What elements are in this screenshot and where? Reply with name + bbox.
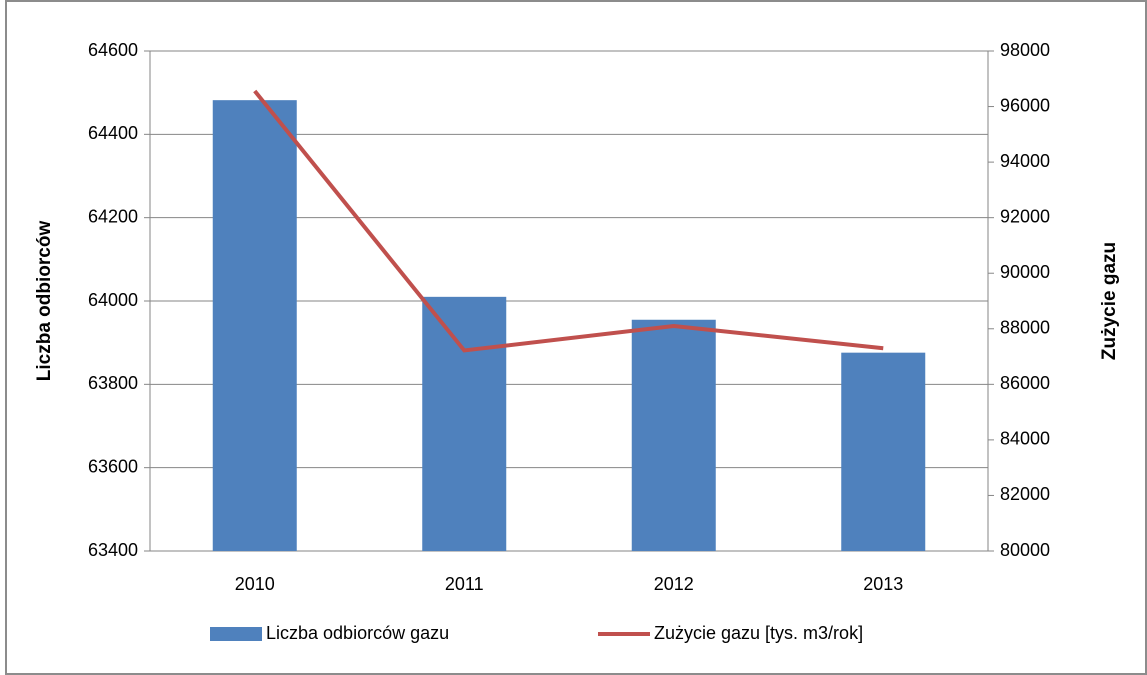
bar: [422, 296, 507, 551]
y-tick-label: 64400: [88, 123, 138, 143]
x-tick-label: 2012: [654, 574, 694, 594]
y-tick-label: 63400: [88, 540, 138, 560]
y2-tick-label: 86000: [1000, 373, 1050, 393]
y-axis-title: Liczba odbiorców: [34, 221, 55, 382]
y-tick-label: 64000: [88, 290, 138, 310]
line-series: [253, 89, 884, 353]
y2-tick-label: 84000: [1000, 429, 1050, 449]
y2-tick-label: 88000: [1000, 318, 1050, 338]
y2-tick-label: 90000: [1000, 262, 1050, 282]
legend-label: Zużycie gazu [tys. m3/rok]: [654, 623, 863, 643]
x-tick-label: 2010: [235, 574, 275, 594]
bar: [631, 319, 716, 551]
y2-tick-label: 82000: [1000, 484, 1050, 504]
legend-swatch: [210, 627, 262, 641]
y2-tick-label: 92000: [1000, 206, 1050, 226]
bar: [212, 100, 297, 552]
x-tick-label: 2013: [863, 574, 903, 594]
y2-tick-label: 80000: [1000, 540, 1050, 560]
x-tick-label: 2011: [445, 574, 484, 594]
y2-tick-label: 94000: [1000, 151, 1050, 171]
y-tick-label: 64200: [88, 206, 138, 226]
y-tick-label: 63600: [88, 456, 138, 476]
y2-tick-label: 96000: [1000, 95, 1050, 115]
y-tick-label: 64600: [88, 40, 138, 60]
y2-tick-label: 98000: [1000, 40, 1050, 60]
bar: [841, 352, 926, 551]
y2-axis-title: Zużycie gazu: [1099, 242, 1120, 360]
y-tick-label: 63800: [88, 373, 138, 393]
legend-label: Liczba odbiorców gazu: [266, 623, 449, 643]
